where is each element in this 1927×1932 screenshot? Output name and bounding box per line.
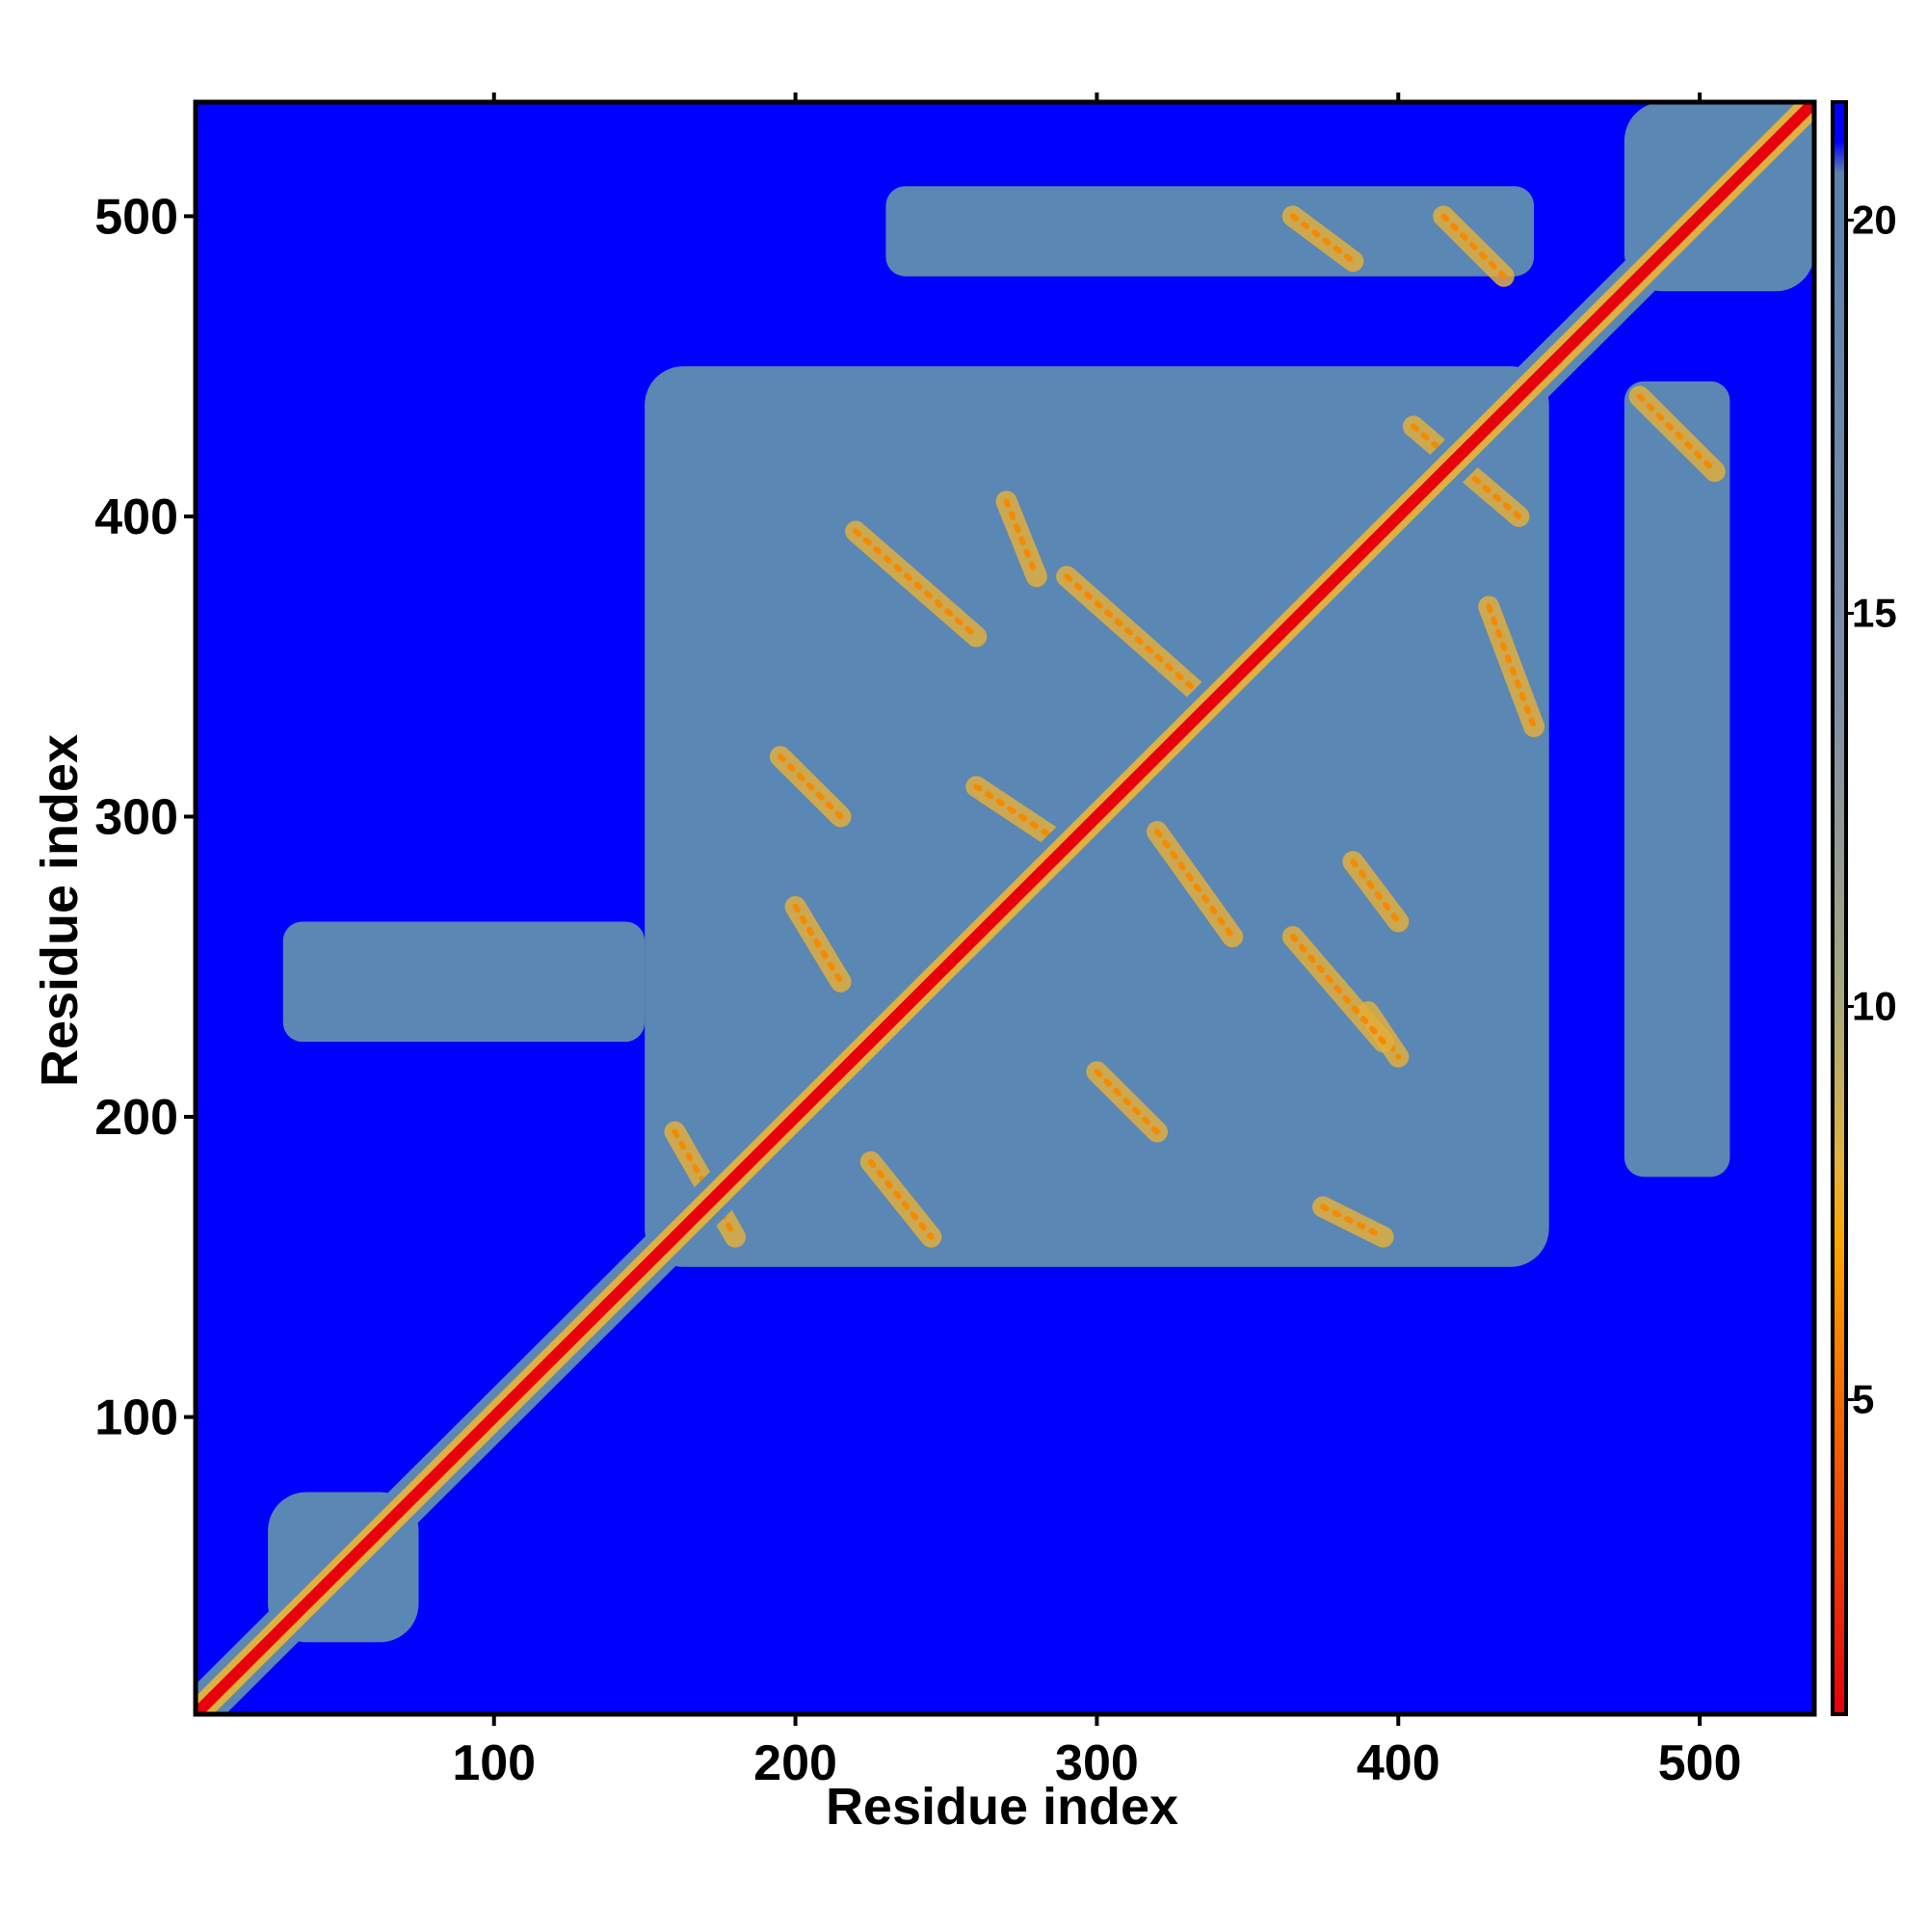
colorbar-tick-label: 10 — [1852, 984, 1897, 1029]
contact-block — [1623, 381, 1730, 1178]
contact-block — [282, 921, 646, 1043]
contact-band-core — [1486, 603, 1538, 730]
y-tick-label: 500 — [94, 189, 178, 245]
diagonal-line — [196, 102, 1814, 1714]
y-tick-label: 200 — [94, 1090, 178, 1146]
colorbar-tick-label: 20 — [1852, 197, 1897, 242]
colorbar-tick-label: 15 — [1852, 590, 1897, 635]
colorbar: 5 10 15 20 — [1831, 100, 1897, 1716]
x-tick-label: 500 — [1658, 1735, 1742, 1791]
contact-band-core — [1153, 829, 1236, 940]
contact-band-core — [1003, 498, 1040, 580]
x-axis: 100 200 300 400 500 — [452, 93, 1742, 1791]
colorbar-tick-label: 5 — [1852, 1377, 1874, 1422]
plot-frame — [193, 99, 1817, 1717]
x-tick-label: 300 — [1055, 1735, 1139, 1791]
contact-band-core — [853, 528, 980, 640]
y-tick-label: 300 — [94, 789, 178, 845]
contact-band-core — [867, 1158, 935, 1240]
heatmap-layer — [196, 102, 1814, 1714]
y-tick-label: 400 — [94, 490, 178, 545]
contact-band-core — [1350, 859, 1402, 925]
x-axis-title: Residue index — [826, 1778, 1178, 1836]
contact-band-core — [1289, 934, 1386, 1045]
contact-block — [885, 186, 1535, 277]
contact-band-core — [777, 754, 844, 820]
y-axis: 100 200 300 400 500 — [94, 189, 196, 1446]
x-tick-label: 400 — [1357, 1735, 1440, 1791]
contact-band-core — [1320, 1204, 1386, 1240]
contact-band-core — [792, 903, 844, 985]
contact-band-core — [1289, 213, 1357, 265]
contact-band-core — [1636, 393, 1718, 475]
contact-band-core — [1064, 573, 1205, 700]
colorbar-bar — [1831, 100, 1848, 1716]
contact-band-core — [973, 783, 1070, 850]
contact-band-core — [1440, 213, 1507, 279]
contact-band-core — [1094, 1069, 1160, 1135]
x-tick-label: 200 — [753, 1735, 837, 1791]
x-tick-label: 100 — [452, 1735, 536, 1791]
y-tick-label: 100 — [94, 1390, 178, 1446]
y-axis-title: Residue index — [31, 734, 89, 1087]
